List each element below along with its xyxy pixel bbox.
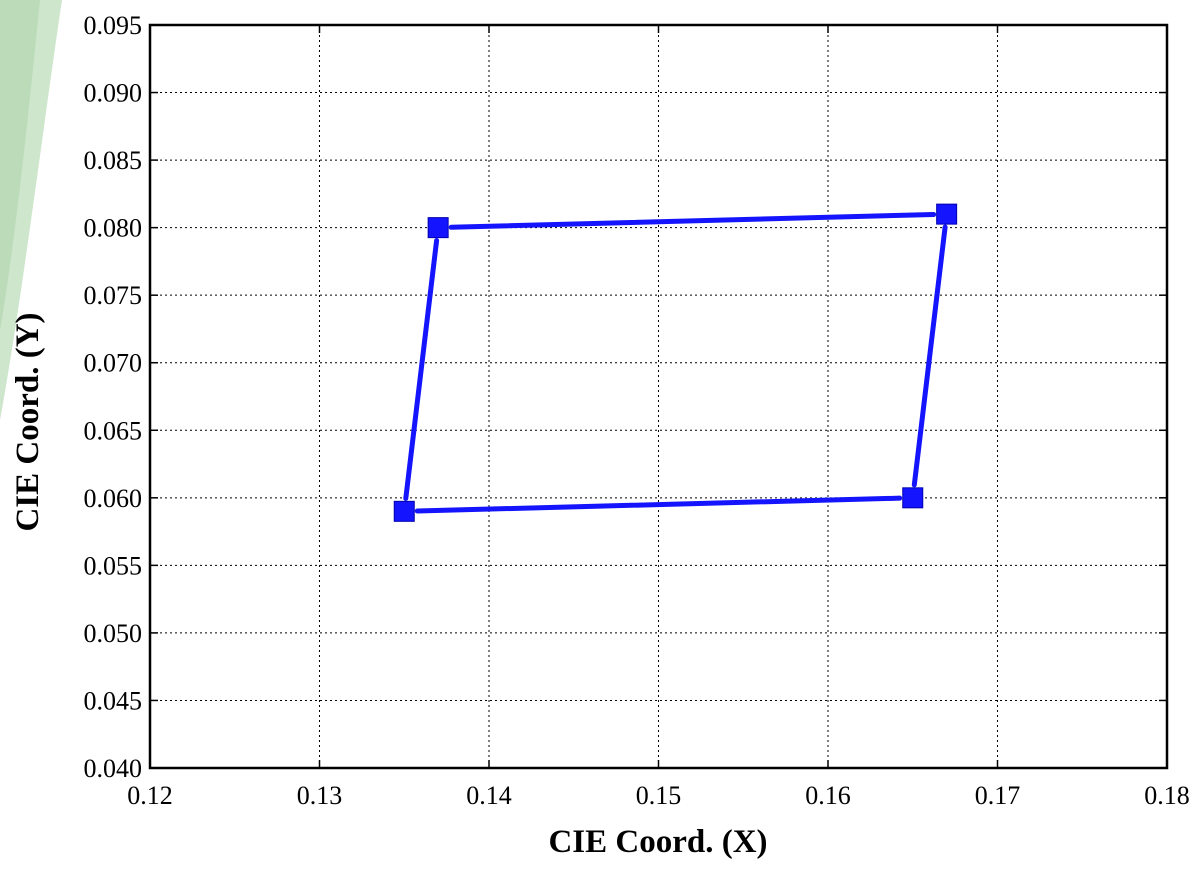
data-point-marker bbox=[902, 487, 924, 509]
y-tick-label: 0.095 bbox=[84, 11, 143, 40]
y-tick-label: 0.050 bbox=[84, 619, 143, 648]
series-line-segment bbox=[448, 211, 937, 230]
data-point-marker bbox=[393, 500, 415, 522]
x-tick-label: 0.18 bbox=[1144, 781, 1190, 810]
x-tick-label: 0.16 bbox=[805, 781, 851, 810]
series-layer bbox=[393, 203, 958, 522]
x-tick-label: 0.13 bbox=[297, 781, 343, 810]
background-decoration bbox=[0, 0, 62, 420]
x-tick-label: 0.15 bbox=[636, 781, 682, 810]
x-tick-label: 0.14 bbox=[466, 781, 512, 810]
y-axis: 0.040 0.045 0.050 0.055 0.060 0.065 0.070 0.075… bbox=[84, 11, 1167, 783]
x-axis: 0.12 0.13 0.14 0.15 0.16 0.17 0.18 bbox=[127, 25, 1190, 810]
grid bbox=[150, 25, 1167, 768]
y-tick-label: 0.070 bbox=[84, 349, 143, 378]
x-tick-label: 0.17 bbox=[975, 781, 1021, 810]
y-tick-label: 0.065 bbox=[84, 416, 143, 445]
y-tick-label: 0.085 bbox=[84, 146, 143, 175]
series-line-segment bbox=[403, 238, 440, 501]
y-tick-label: 0.080 bbox=[84, 214, 143, 243]
y-axis-title: CIE Coord. (Y) bbox=[10, 312, 46, 531]
series-line-segment bbox=[414, 495, 903, 514]
x-axis-title: CIE Coord. (X) bbox=[548, 824, 767, 860]
series-line-segment bbox=[911, 224, 948, 488]
data-point-marker bbox=[427, 217, 449, 239]
x-tick-label: 0.12 bbox=[127, 781, 173, 810]
y-tick-label: 0.090 bbox=[84, 79, 143, 108]
y-tick-label: 0.040 bbox=[84, 754, 143, 783]
y-tick-label: 0.060 bbox=[84, 484, 143, 513]
data-point-marker bbox=[936, 203, 958, 225]
y-tick-label: 0.055 bbox=[84, 551, 143, 580]
y-tick-label: 0.075 bbox=[84, 281, 143, 310]
y-tick-label: 0.045 bbox=[84, 686, 143, 715]
